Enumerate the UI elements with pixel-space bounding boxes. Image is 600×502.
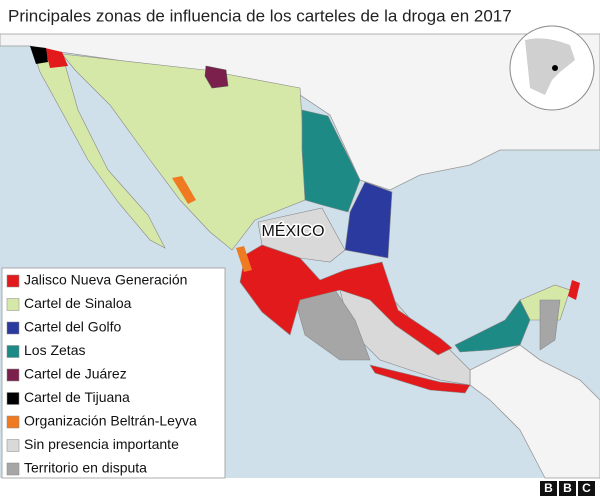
region-beltran-south	[236, 246, 252, 272]
legend-swatch	[6, 462, 20, 476]
logo-box	[540, 481, 557, 496]
region-jalisco	[239, 244, 453, 356]
legend-swatch	[6, 274, 20, 288]
legend-label: Territorio en disputa	[24, 460, 147, 476]
region-jalisco-chiapas	[369, 364, 471, 394]
legend-swatch	[6, 298, 20, 311]
legend: Jalisco Nueva Generación Cartel de Sinalo…	[6, 272, 197, 476]
region-zetas-south	[454, 299, 531, 353]
legend-box	[1, 267, 226, 479]
logo-box	[578, 481, 595, 496]
inset-marker	[552, 65, 558, 71]
region-beltran	[172, 176, 196, 204]
logo-letter: C	[582, 481, 591, 495]
region-sinaloa	[61, 53, 306, 251]
legend-swatch	[6, 345, 20, 358]
map-label: MÉXICO	[261, 221, 324, 240]
legend-label: Cartel de Juárez	[24, 366, 127, 382]
legend-swatch	[6, 392, 20, 405]
region-tijuana	[30, 46, 48, 64]
region-jalisco-qroo	[568, 280, 580, 300]
central-america	[469, 344, 600, 479]
region-disputa-yucatan	[539, 299, 561, 351]
legend-swatch	[6, 439, 20, 452]
legend-swatch	[6, 415, 20, 429]
legend-swatch	[6, 368, 20, 382]
logo-box	[559, 481, 576, 496]
legend-label: Jalisco Nueva Generación	[24, 272, 187, 288]
region-sinaloa-baja	[31, 47, 166, 249]
region-zetas	[301, 109, 361, 213]
legend-swatch	[6, 321, 20, 335]
region-sin-presencia-south	[339, 289, 471, 386]
legend-label: Organización Beltrán-Leyva	[24, 413, 197, 429]
legend-label: Cartel del Golfo	[24, 319, 121, 335]
inset-land	[525, 38, 575, 95]
region-golfo	[344, 181, 393, 259]
legend-label: Los Zetas	[24, 342, 85, 358]
region-juarez	[204, 65, 229, 89]
title: Principales zonas de influencia de los c…	[8, 6, 512, 25]
logo-letter: B	[563, 481, 572, 495]
legend-label: Cartel de Tijuana	[24, 389, 130, 405]
legend-label: Sin presencia importante	[24, 436, 179, 452]
logo-letter: B	[544, 481, 553, 495]
legend-label: Cartel de Sinaloa	[24, 295, 132, 311]
region-jalisco-baja	[45, 48, 68, 68]
